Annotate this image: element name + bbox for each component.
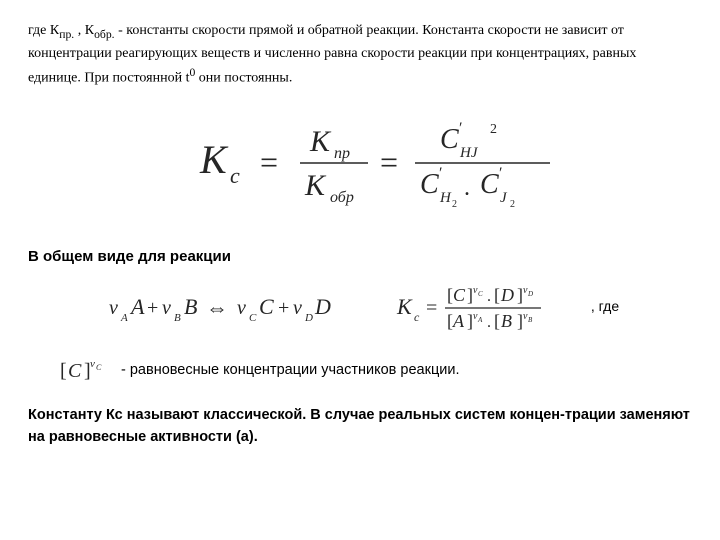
svg-text:B: B [174, 312, 181, 324]
svg-text:[: [ [494, 285, 500, 305]
svg-text:C: C [453, 285, 466, 305]
svg-text:′: ′ [439, 165, 443, 182]
svg-text:H: H [439, 190, 452, 206]
svg-text:ν: ν [162, 297, 171, 319]
svg-text:.: . [464, 175, 470, 201]
svg-text:A: A [129, 294, 145, 319]
svg-text:обр: обр [330, 189, 354, 206]
svg-text:+: + [147, 297, 158, 319]
svg-text:[: [ [494, 311, 500, 331]
reaction-row: ν A A + ν B B ⇔ ν C C + ν D D К c = [ C … [28, 281, 692, 335]
svg-text:[: [ [60, 360, 67, 382]
svg-text:B: B [184, 294, 197, 319]
intro-line1-mid: , К [74, 23, 94, 38]
svg-text:2: 2 [452, 199, 457, 210]
svg-text:′: ′ [459, 120, 463, 137]
subtitle: В общем виде для реакции [28, 248, 692, 265]
svg-text:ν: ν [237, 297, 246, 319]
svg-text:пр: пр [334, 145, 350, 162]
svg-text:С: С [420, 169, 439, 200]
svg-text:С: С [480, 169, 499, 200]
definition-row: [ C ] ν C - равновесные концентрации уча… [58, 355, 692, 385]
svg-text:.: . [487, 314, 491, 331]
svg-text:К: К [199, 137, 229, 182]
kc-equation-svg: К с = К пр К обр = С ′ HJ 2 С ′ H 2 . С … [150, 113, 570, 213]
svg-text:c: c [414, 310, 420, 324]
svg-text:D: D [314, 294, 331, 319]
svg-text:C: C [68, 360, 82, 382]
intro-paragraph: где Кпр. , Кобр. - константы скорости пр… [28, 20, 692, 89]
svg-text:A: A [452, 311, 465, 331]
svg-text:D: D [527, 290, 533, 298]
conclusion: Константу Кс называют классической. В сл… [28, 405, 692, 449]
svg-text:С: С [440, 124, 459, 155]
svg-text:A: A [477, 316, 483, 324]
intro-line3-rest: они постоянны. [195, 71, 292, 86]
cvc-term-svg: [ C ] ν C [58, 355, 113, 385]
svg-text:C: C [96, 363, 102, 372]
svg-text:с: с [230, 163, 240, 188]
svg-text:ν: ν [293, 297, 302, 319]
svg-text:D: D [500, 285, 514, 305]
intro-sub2: обр. [94, 28, 115, 41]
svg-text:2: 2 [510, 199, 515, 210]
svg-text:⇔: ⇔ [206, 295, 228, 320]
svg-text:К: К [396, 294, 413, 319]
intro-sub1: пр. [59, 28, 74, 41]
svg-text:B: B [501, 311, 512, 331]
svg-text:ν: ν [109, 297, 118, 319]
svg-text:2: 2 [490, 122, 497, 137]
kc-general-svg: К c = [ C ] ν C . [ D ] ν D [ A ] ν A . … [391, 281, 571, 335]
reaction-equation-svg: ν A A + ν B B ⇔ ν C C + ν D D [101, 288, 391, 328]
gde-label: , где [591, 298, 619, 314]
svg-text:C: C [259, 294, 274, 319]
svg-text:B: B [528, 316, 533, 324]
svg-text:A: A [120, 312, 128, 324]
svg-text:.: . [487, 288, 491, 305]
svg-text:J: J [500, 190, 508, 206]
svg-text:D: D [304, 312, 313, 324]
svg-text:C: C [249, 312, 257, 324]
svg-text:К: К [309, 125, 332, 158]
svg-text:К: К [304, 169, 327, 202]
intro-line1-prefix: где К [28, 23, 59, 38]
intro-line1-rest: - константы скорости прямой и обратной р… [115, 23, 542, 38]
svg-text:HJ: HJ [459, 145, 479, 161]
svg-text:ν: ν [90, 358, 95, 370]
svg-text:=: = [260, 144, 278, 180]
svg-text:C: C [478, 290, 483, 298]
svg-text:=: = [426, 297, 437, 319]
main-equation: К с = К пр К обр = С ′ HJ 2 С ′ H 2 . С … [28, 113, 692, 218]
definition-text: - равновесные концентрации участников ре… [121, 362, 459, 378]
svg-text:=: = [380, 144, 398, 180]
svg-text:+: + [278, 297, 289, 319]
svg-text:′: ′ [499, 165, 503, 182]
